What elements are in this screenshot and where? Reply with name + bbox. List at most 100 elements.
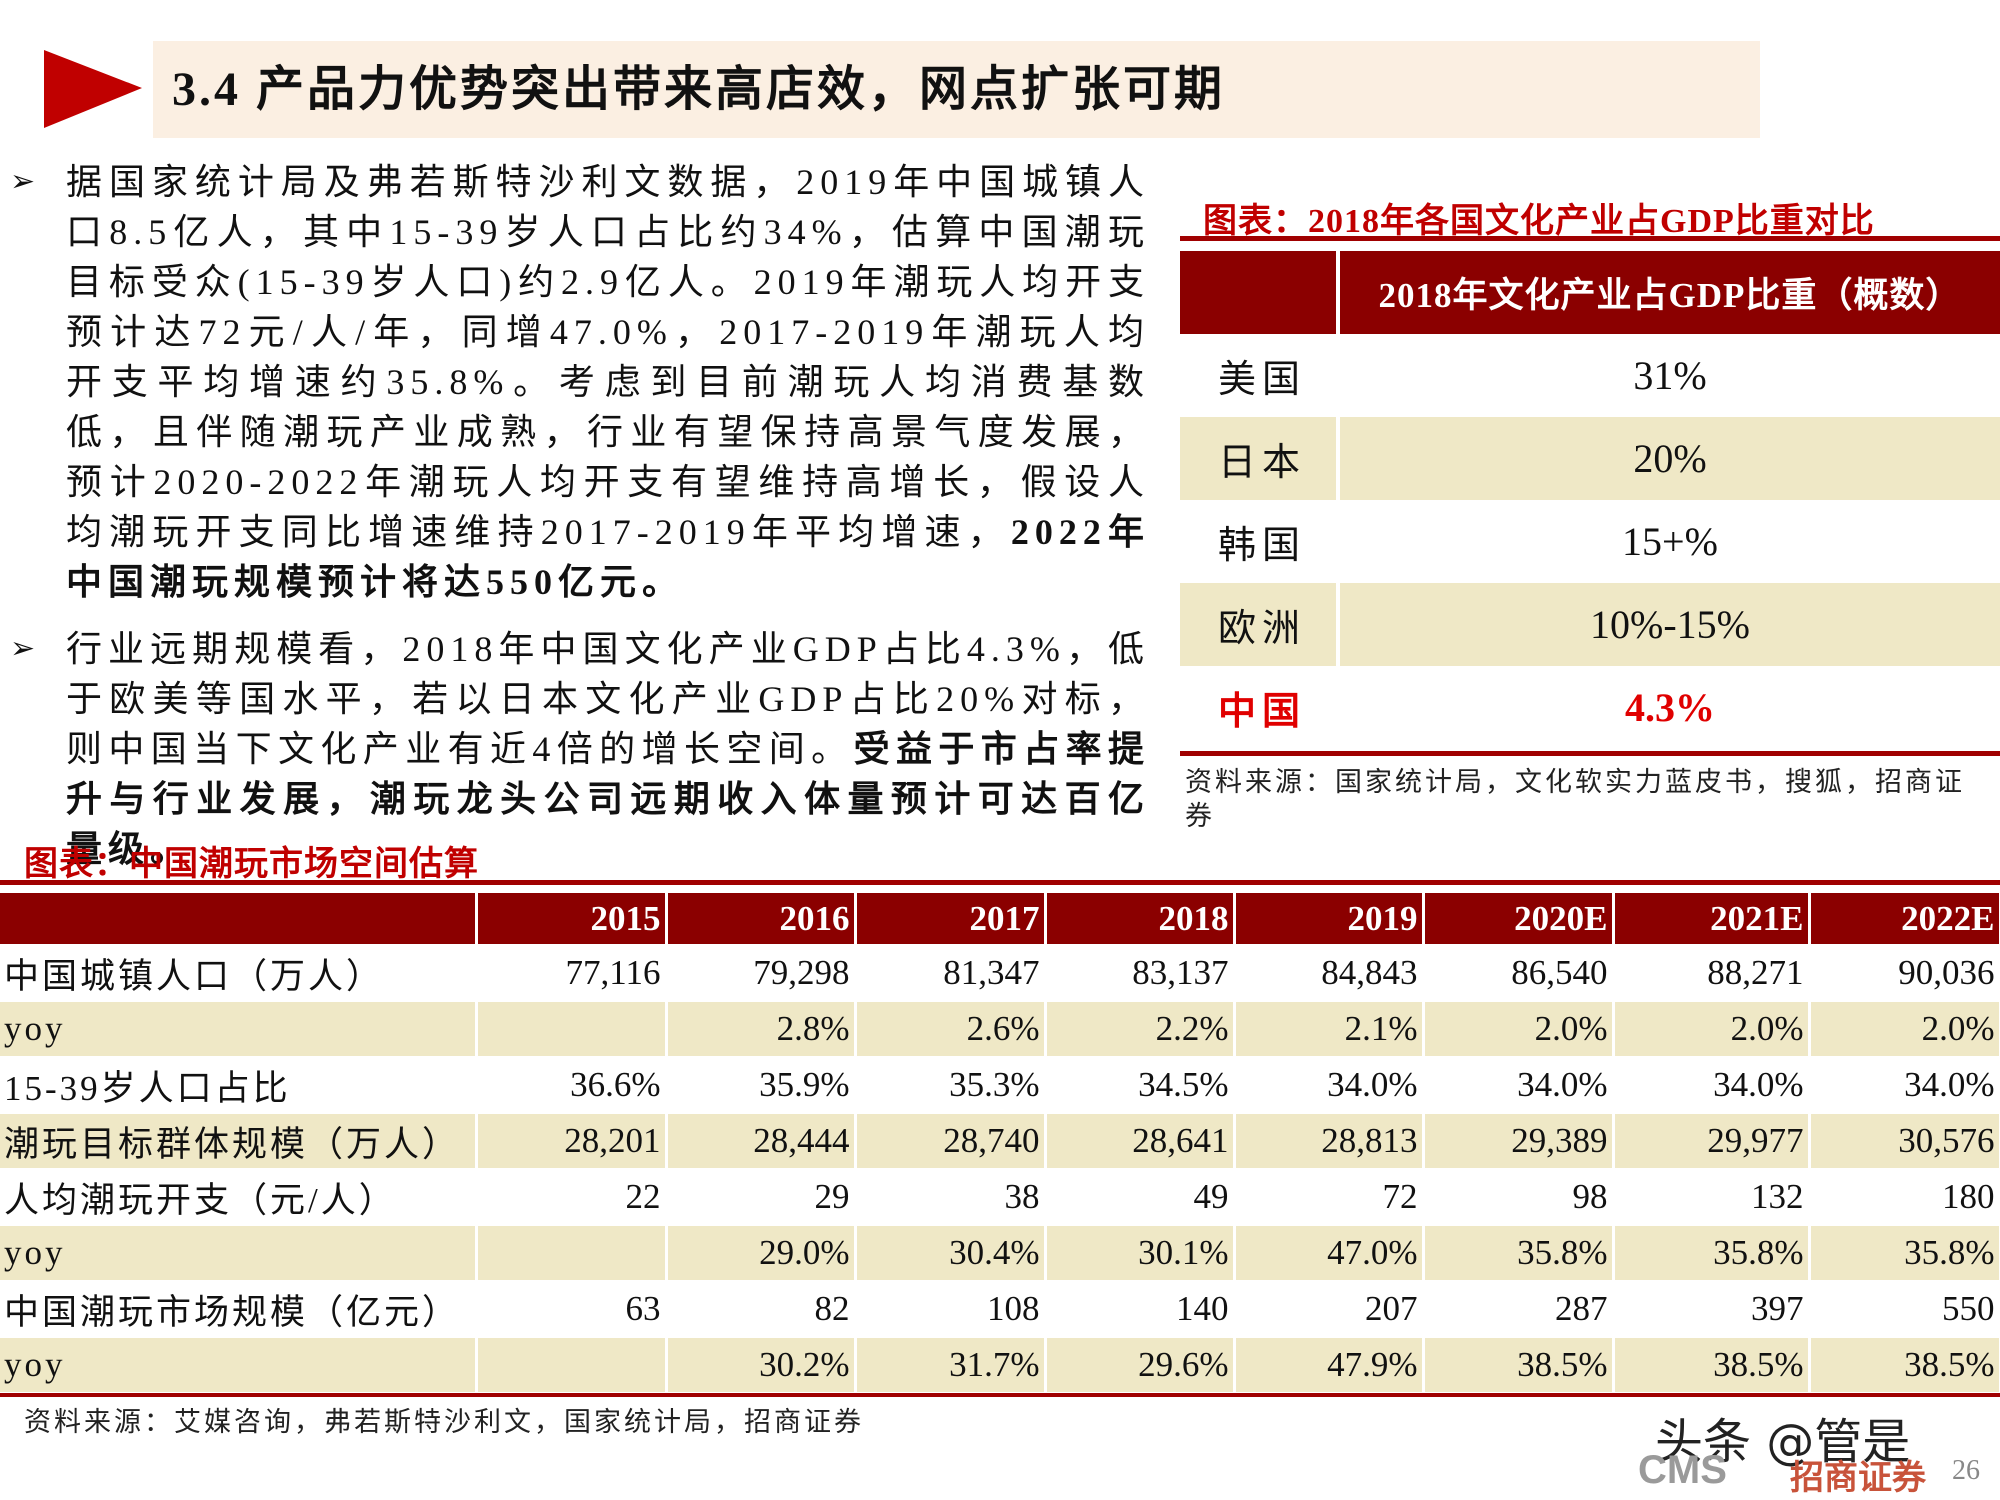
watermark: 头条 @管是 [1655, 1414, 1911, 1470]
title-arrow [44, 50, 142, 128]
logo: CMS [1638, 1448, 1727, 1492]
bullet-text: 行业远期规模看，2018年中国文化产业GDP占比4.3%，低于欧美等国水平，若以… [66, 629, 1150, 769]
table-cell: 2.8% [666, 1001, 857, 1058]
table-row: 潮玩目标群体规模（万人） 28,201 28,444 28,740 28,641 28,8… [0, 1113, 2000, 1170]
table-cell: 2.2% [1045, 1001, 1236, 1058]
row-label: 人均潮玩开支（元/人） [0, 1169, 478, 1226]
table-cell: 28,813 [1234, 1113, 1425, 1170]
bullet: ➢ 据国家统计局及弗若斯特沙利文数据，2019年中国城镇人口8.5亿人，其中15-… [10, 162, 1150, 602]
row-value: 20% [1340, 417, 2000, 500]
rule [1180, 236, 2000, 241]
row-label: yoy [0, 1001, 478, 1058]
table-source: 资料来源：国家统计局，文化软实力蓝皮书，搜狐，招商证券 [1185, 767, 1965, 831]
row-label: 欧洲 [1180, 583, 1340, 666]
row-label: 中国 [1180, 666, 1340, 749]
table-cell: 31.7% [855, 1337, 1047, 1394]
table-cell [476, 1337, 668, 1394]
bullet-emphasis: 2022年中国潮玩规模预计将达550亿元。 [66, 512, 1150, 602]
table-title: 图表：2018年各国文化产业占GDP比重对比 [1203, 203, 1875, 240]
table-cell: 90,036 [1809, 945, 2000, 1002]
row-label: yoy [0, 1337, 478, 1394]
table-cell: 34.0% [1423, 1057, 1615, 1114]
row-value: 10%-15% [1340, 583, 2000, 666]
table-cell: 38.5% [1613, 1337, 1811, 1394]
table-cell: 83,137 [1045, 945, 1236, 1002]
row-label: 韩国 [1180, 500, 1340, 583]
gdp-table: 2018年文化产业占GDP比重（概数） 美国 31% 日本 20% 韩国 15+% 欧洲 10%… [1180, 251, 2000, 751]
table-cell [476, 1225, 668, 1282]
table-cell: 29 [666, 1169, 857, 1226]
table-cell: 34.0% [1613, 1057, 1811, 1114]
table-cell: 84,843 [1234, 945, 1425, 1002]
bullet-emphasis: 受益于市占率提升与行业发展，潮玩龙头公司远期收入体量预计可达百亿量级。 [66, 729, 1150, 869]
row-label: 中国城镇人口（万人） [0, 945, 478, 1002]
logo-cn: 招商证券 [1790, 1460, 1926, 1497]
table-cell: 397 [1613, 1281, 1811, 1338]
table-cell: 35.8% [1809, 1225, 2000, 1282]
column-header: 2019 [1234, 893, 1425, 946]
column-header: 2015 [476, 893, 668, 946]
table-cell: 2.6% [855, 1001, 1047, 1058]
table-cell: 29,389 [1423, 1113, 1615, 1170]
table-row: yoy 2.8% 2.6% 2.2% 2.1% 2.0% 2.0% 2.0% [0, 1001, 2000, 1058]
row-label: 15-39岁人口占比 [0, 1057, 478, 1114]
bullet: ➢ 行业远期规模看，2018年中国文化产业GDP占比4.3%，低于欧美等国水平，若… [10, 629, 1150, 869]
table-cell: 72 [1234, 1169, 1425, 1226]
rule [1180, 751, 2000, 756]
table-cell: 35.8% [1613, 1225, 1811, 1282]
row-label: 美国 [1180, 334, 1340, 417]
rule [0, 880, 2000, 885]
table-cell: 28,201 [476, 1113, 668, 1170]
table-cell: 88,271 [1613, 945, 1811, 1002]
table-row: 中国潮玩市场规模（亿元） 63 82 108 140 207 287 397 550 [0, 1281, 2000, 1338]
table-cell: 34.0% [1809, 1057, 2000, 1114]
table-cell: 98 [1423, 1169, 1615, 1226]
header-cell [1180, 251, 1340, 334]
table-cell: 28,444 [666, 1113, 857, 1170]
table-cell: 82 [666, 1281, 857, 1338]
table-cell: 28,740 [855, 1113, 1047, 1170]
column-header: 2017 [855, 893, 1047, 946]
header-cell: 2018年文化产业占GDP比重（概数） [1340, 251, 2000, 334]
table-cell: 35.8% [1423, 1225, 1615, 1282]
column-header: 2018 [1045, 893, 1236, 946]
table-cell: 2.0% [1613, 1001, 1811, 1058]
table-cell: 22 [476, 1169, 668, 1226]
table-cell: 207 [1234, 1281, 1425, 1338]
row-label: yoy [0, 1225, 478, 1282]
table-cell: 2.0% [1423, 1001, 1615, 1058]
row-value: 15+% [1340, 500, 2000, 583]
row-label: 潮玩目标群体规模（万人） [0, 1113, 478, 1170]
table-cell: 30.4% [855, 1225, 1047, 1282]
table-cell: 47.0% [1234, 1225, 1425, 1282]
table-cell: 81,347 [855, 945, 1047, 1002]
page-number: 26 [1952, 1455, 1980, 1486]
table-cell: 35.9% [666, 1057, 857, 1114]
page-title: 3.4 产品力优势突出带来高店效，网点扩张可期 [172, 63, 1226, 116]
table-cell: 34.0% [1234, 1057, 1425, 1114]
table-row: 中国城镇人口（万人） 77,116 79,298 81,347 83,137 84,843… [0, 945, 2000, 1002]
table-cell: 47.9% [1234, 1337, 1425, 1394]
table-row: yoy 29.0% 30.4% 30.1% 47.0% 35.8% 35.8% 35.8% [0, 1225, 2000, 1282]
table-cell [476, 1001, 668, 1058]
table-cell: 180 [1809, 1169, 2000, 1226]
table-source: 资料来源：艾媒咨询，弗若斯特沙利文，国家统计局，招商证券 [24, 1407, 864, 1437]
table-cell: 35.3% [855, 1057, 1047, 1114]
table-cell: 34.5% [1045, 1057, 1236, 1114]
table-cell: 108 [855, 1281, 1047, 1338]
table-cell: 77,116 [476, 945, 668, 1002]
table-row: yoy 30.2% 31.7% 29.6% 47.9% 38.5% 38.5% 38.5% [0, 1337, 2000, 1394]
column-header: 2016 [666, 893, 857, 946]
table-cell: 29.6% [1045, 1337, 1236, 1394]
table-cell: 550 [1809, 1281, 2000, 1338]
table-cell: 30.1% [1045, 1225, 1236, 1282]
column-header: 2020E [1423, 893, 1615, 946]
row-label: 中国潮玩市场规模（亿元） [0, 1281, 478, 1338]
table-cell: 36.6% [476, 1057, 668, 1114]
row-label: 日本 [1180, 417, 1340, 500]
row-value: 4.3% [1340, 666, 2000, 749]
table-cell: 29.0% [666, 1225, 857, 1282]
bullet-text: 据国家统计局及弗若斯特沙利文数据，2019年中国城镇人口8.5亿人，其中15-3… [66, 162, 1150, 552]
table-cell: 79,298 [666, 945, 857, 1002]
table-row: 人均潮玩开支（元/人） 22 29 38 49 72 98 132 180 [0, 1169, 2000, 1226]
